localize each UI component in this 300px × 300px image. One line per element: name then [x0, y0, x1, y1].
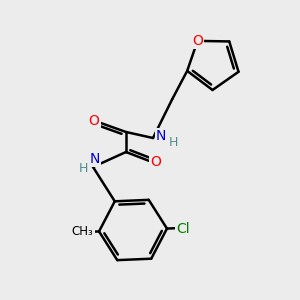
- Text: CH₃: CH₃: [72, 225, 94, 238]
- Text: O: O: [192, 34, 203, 48]
- Text: H: H: [78, 163, 88, 176]
- Text: H: H: [168, 136, 178, 149]
- Text: O: O: [88, 114, 99, 128]
- Text: N: N: [156, 129, 166, 143]
- Text: O: O: [151, 155, 161, 169]
- Text: N: N: [90, 152, 100, 166]
- Text: Cl: Cl: [176, 222, 190, 236]
